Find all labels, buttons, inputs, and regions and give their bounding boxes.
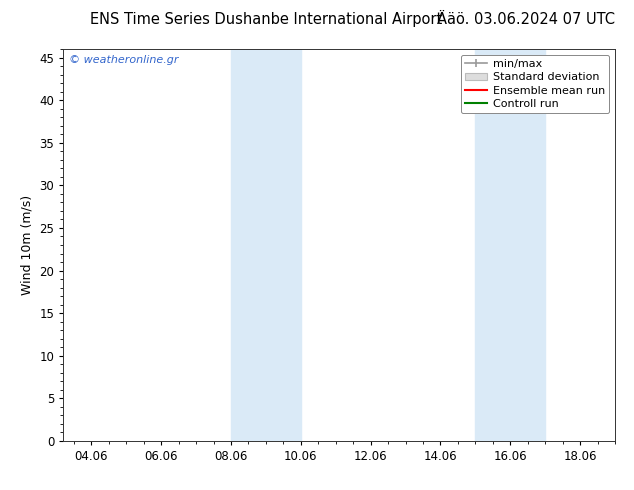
Legend: min/max, Standard deviation, Ensemble mean run, Controll run: min/max, Standard deviation, Ensemble me…	[460, 54, 609, 114]
Y-axis label: Wind 10m (m/s): Wind 10m (m/s)	[21, 195, 34, 295]
Text: Ääö. 03.06.2024 07 UTC: Ääö. 03.06.2024 07 UTC	[437, 12, 615, 27]
Bar	[476, 49, 545, 441]
Bar	[231, 49, 301, 441]
Text: © weatheronline.gr: © weatheronline.gr	[69, 55, 178, 65]
Text: ENS Time Series Dushanbe International Airport: ENS Time Series Dushanbe International A…	[90, 12, 443, 27]
